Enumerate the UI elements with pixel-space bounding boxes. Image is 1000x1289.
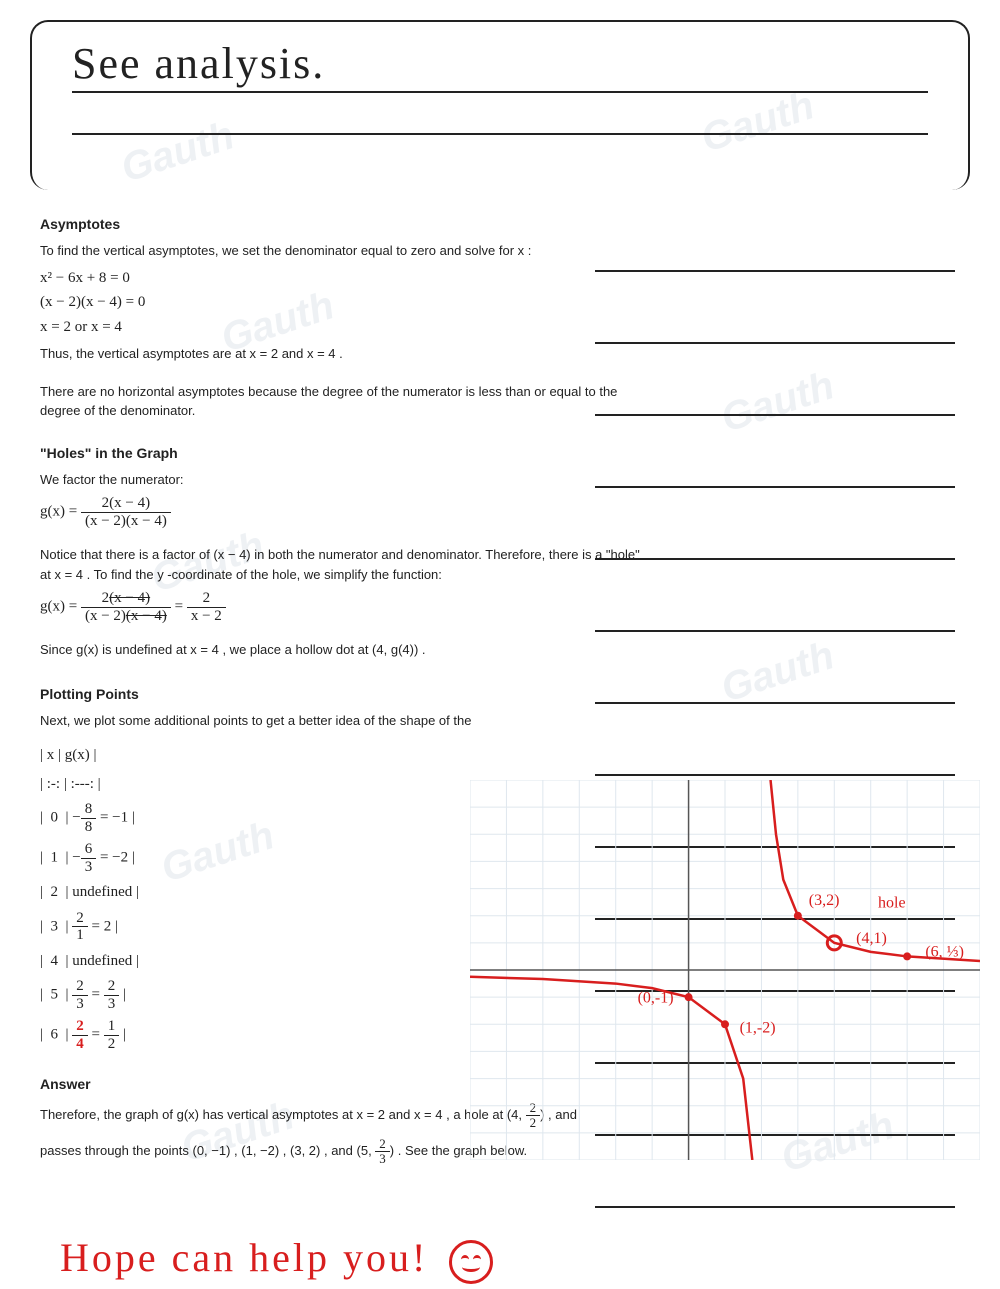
fraction: 2 x − 2 — [187, 590, 226, 624]
equation: g(x) = 2(x − 4) (x − 2)(x − 4) — [40, 495, 640, 529]
svg-text:(6, ⅓): (6, ⅓) — [925, 943, 964, 960]
fraction: 2(x − 4) (x − 2)(x − 4) — [81, 495, 171, 529]
gx-label: g(x) = — [40, 598, 81, 614]
table-header: | x | g(x) | — [40, 744, 640, 767]
text: We factor the numerator: — [40, 470, 640, 490]
heading-asymptotes: Asymptotes — [40, 214, 640, 235]
text: There are no horizontal asymptotes becau… — [40, 382, 640, 421]
svg-text:(1,-2): (1,-2) — [740, 1019, 776, 1036]
handwritten-hope: Hope can help you! — [60, 1234, 493, 1284]
svg-text:(0,-1): (0,-1) — [638, 990, 674, 1007]
svg-text:(4,1): (4,1) — [856, 930, 887, 947]
heading-plotting: Plotting Points — [40, 684, 640, 705]
text: Since g(x) is undefined at x = 4 , we pl… — [40, 640, 640, 660]
svg-text:hole: hole — [878, 895, 906, 912]
smiley-icon — [449, 1240, 493, 1284]
text: Notice that there is a factor of (x − 4)… — [40, 545, 640, 584]
answer-box-frame: See analysis. — [30, 20, 970, 190]
handwritten-title: See analysis. — [72, 32, 928, 93]
equation: (x − 2)(x − 4) = 0 — [40, 291, 640, 314]
equation: g(x) = 2(x − 4) (x − 2)(x − 4) = 2 x − 2 — [40, 590, 640, 624]
text: Thus, the vertical asymptotes are at x =… — [40, 344, 640, 364]
text: To find the vertical asymptotes, we set … — [40, 241, 640, 261]
equation: x = 2 or x = 4 — [40, 316, 640, 339]
equation: x² − 6x + 8 = 0 — [40, 267, 640, 290]
gx-label: g(x) = — [40, 503, 81, 519]
svg-text:(3,2): (3,2) — [809, 892, 840, 909]
text: Next, we plot some additional points to … — [40, 711, 640, 731]
fraction-with-strike: 2(x − 4) (x − 2)(x − 4) — [81, 590, 171, 624]
underline — [72, 133, 928, 135]
function-graph: (3,2) hole (4,1) (6, ⅓) (0,-1) (1,-2) — [470, 780, 980, 1160]
heading-holes: "Holes" in the Graph — [40, 443, 640, 464]
